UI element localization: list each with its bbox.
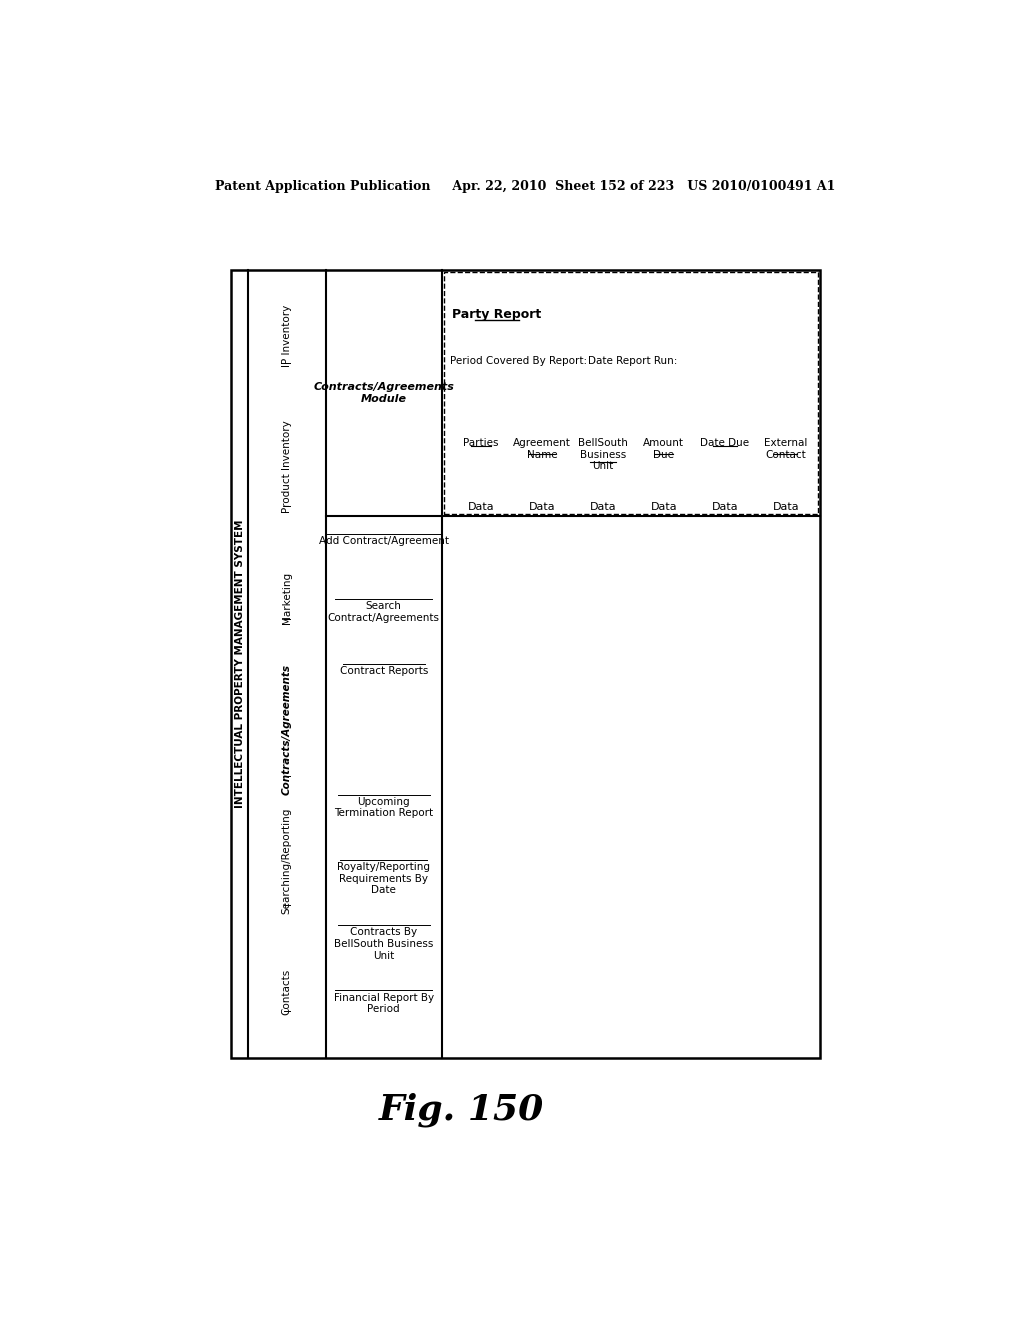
Text: Data: Data [528, 502, 555, 512]
Text: Date Report Run:: Date Report Run: [589, 356, 678, 366]
Text: Data: Data [590, 502, 616, 512]
Text: Data: Data [650, 502, 677, 512]
Bar [231, 271, 820, 1057]
Text: Amount
Due: Amount Due [643, 438, 684, 459]
Text: Contacts: Contacts [282, 969, 292, 1015]
Bar [444, 272, 818, 515]
Text: Searching/Reporting: Searching/Reporting [282, 808, 292, 913]
Text: Patent Application Publication     Apr. 22, 2010  Sheet 152 of 223   US 2010/010: Patent Application Publication Apr. 22, … [215, 181, 835, 194]
Text: Data: Data [712, 502, 738, 512]
Text: Contracts/Agreements: Contracts/Agreements [282, 664, 292, 795]
Text: Fig. 150: Fig. 150 [379, 1092, 544, 1126]
Text: Upcoming
Termination Report: Upcoming Termination Report [334, 797, 433, 818]
Text: BellSouth
Business
Unit: BellSouth Business Unit [578, 438, 628, 471]
Text: Contract Reports: Contract Reports [340, 667, 428, 676]
Text: IP Inventory: IP Inventory [282, 305, 292, 367]
Text: Financial Report By
Period: Financial Report By Period [334, 993, 434, 1014]
Text: Parties: Parties [463, 438, 499, 447]
Text: Add Contract/Agreement: Add Contract/Agreement [318, 536, 449, 546]
Text: Contracts By
BellSouth Business
Unit: Contracts By BellSouth Business Unit [334, 928, 433, 961]
Text: Marketing: Marketing [282, 572, 292, 624]
Text: Data: Data [772, 502, 799, 512]
Text: Contracts/Agreements
Module: Contracts/Agreements Module [313, 383, 455, 404]
Text: Royalty/Reporting
Requirements By
Date: Royalty/Reporting Requirements By Date [337, 862, 430, 895]
Text: Date Due: Date Due [700, 438, 750, 447]
Text: Party Report: Party Report [453, 308, 542, 321]
Text: Period Covered By Report:: Period Covered By Report: [451, 356, 588, 366]
Text: Agreement
Name: Agreement Name [513, 438, 570, 459]
Text: Product Inventory: Product Inventory [282, 421, 292, 513]
Text: Search
Contract/Agreements: Search Contract/Agreements [328, 601, 439, 623]
Text: External
Contact: External Contact [764, 438, 807, 459]
Text: Data: Data [468, 502, 495, 512]
Text: INTELLECTUAL PROPERTY MANAGEMENT SYSTEM: INTELLECTUAL PROPERTY MANAGEMENT SYSTEM [234, 520, 245, 808]
